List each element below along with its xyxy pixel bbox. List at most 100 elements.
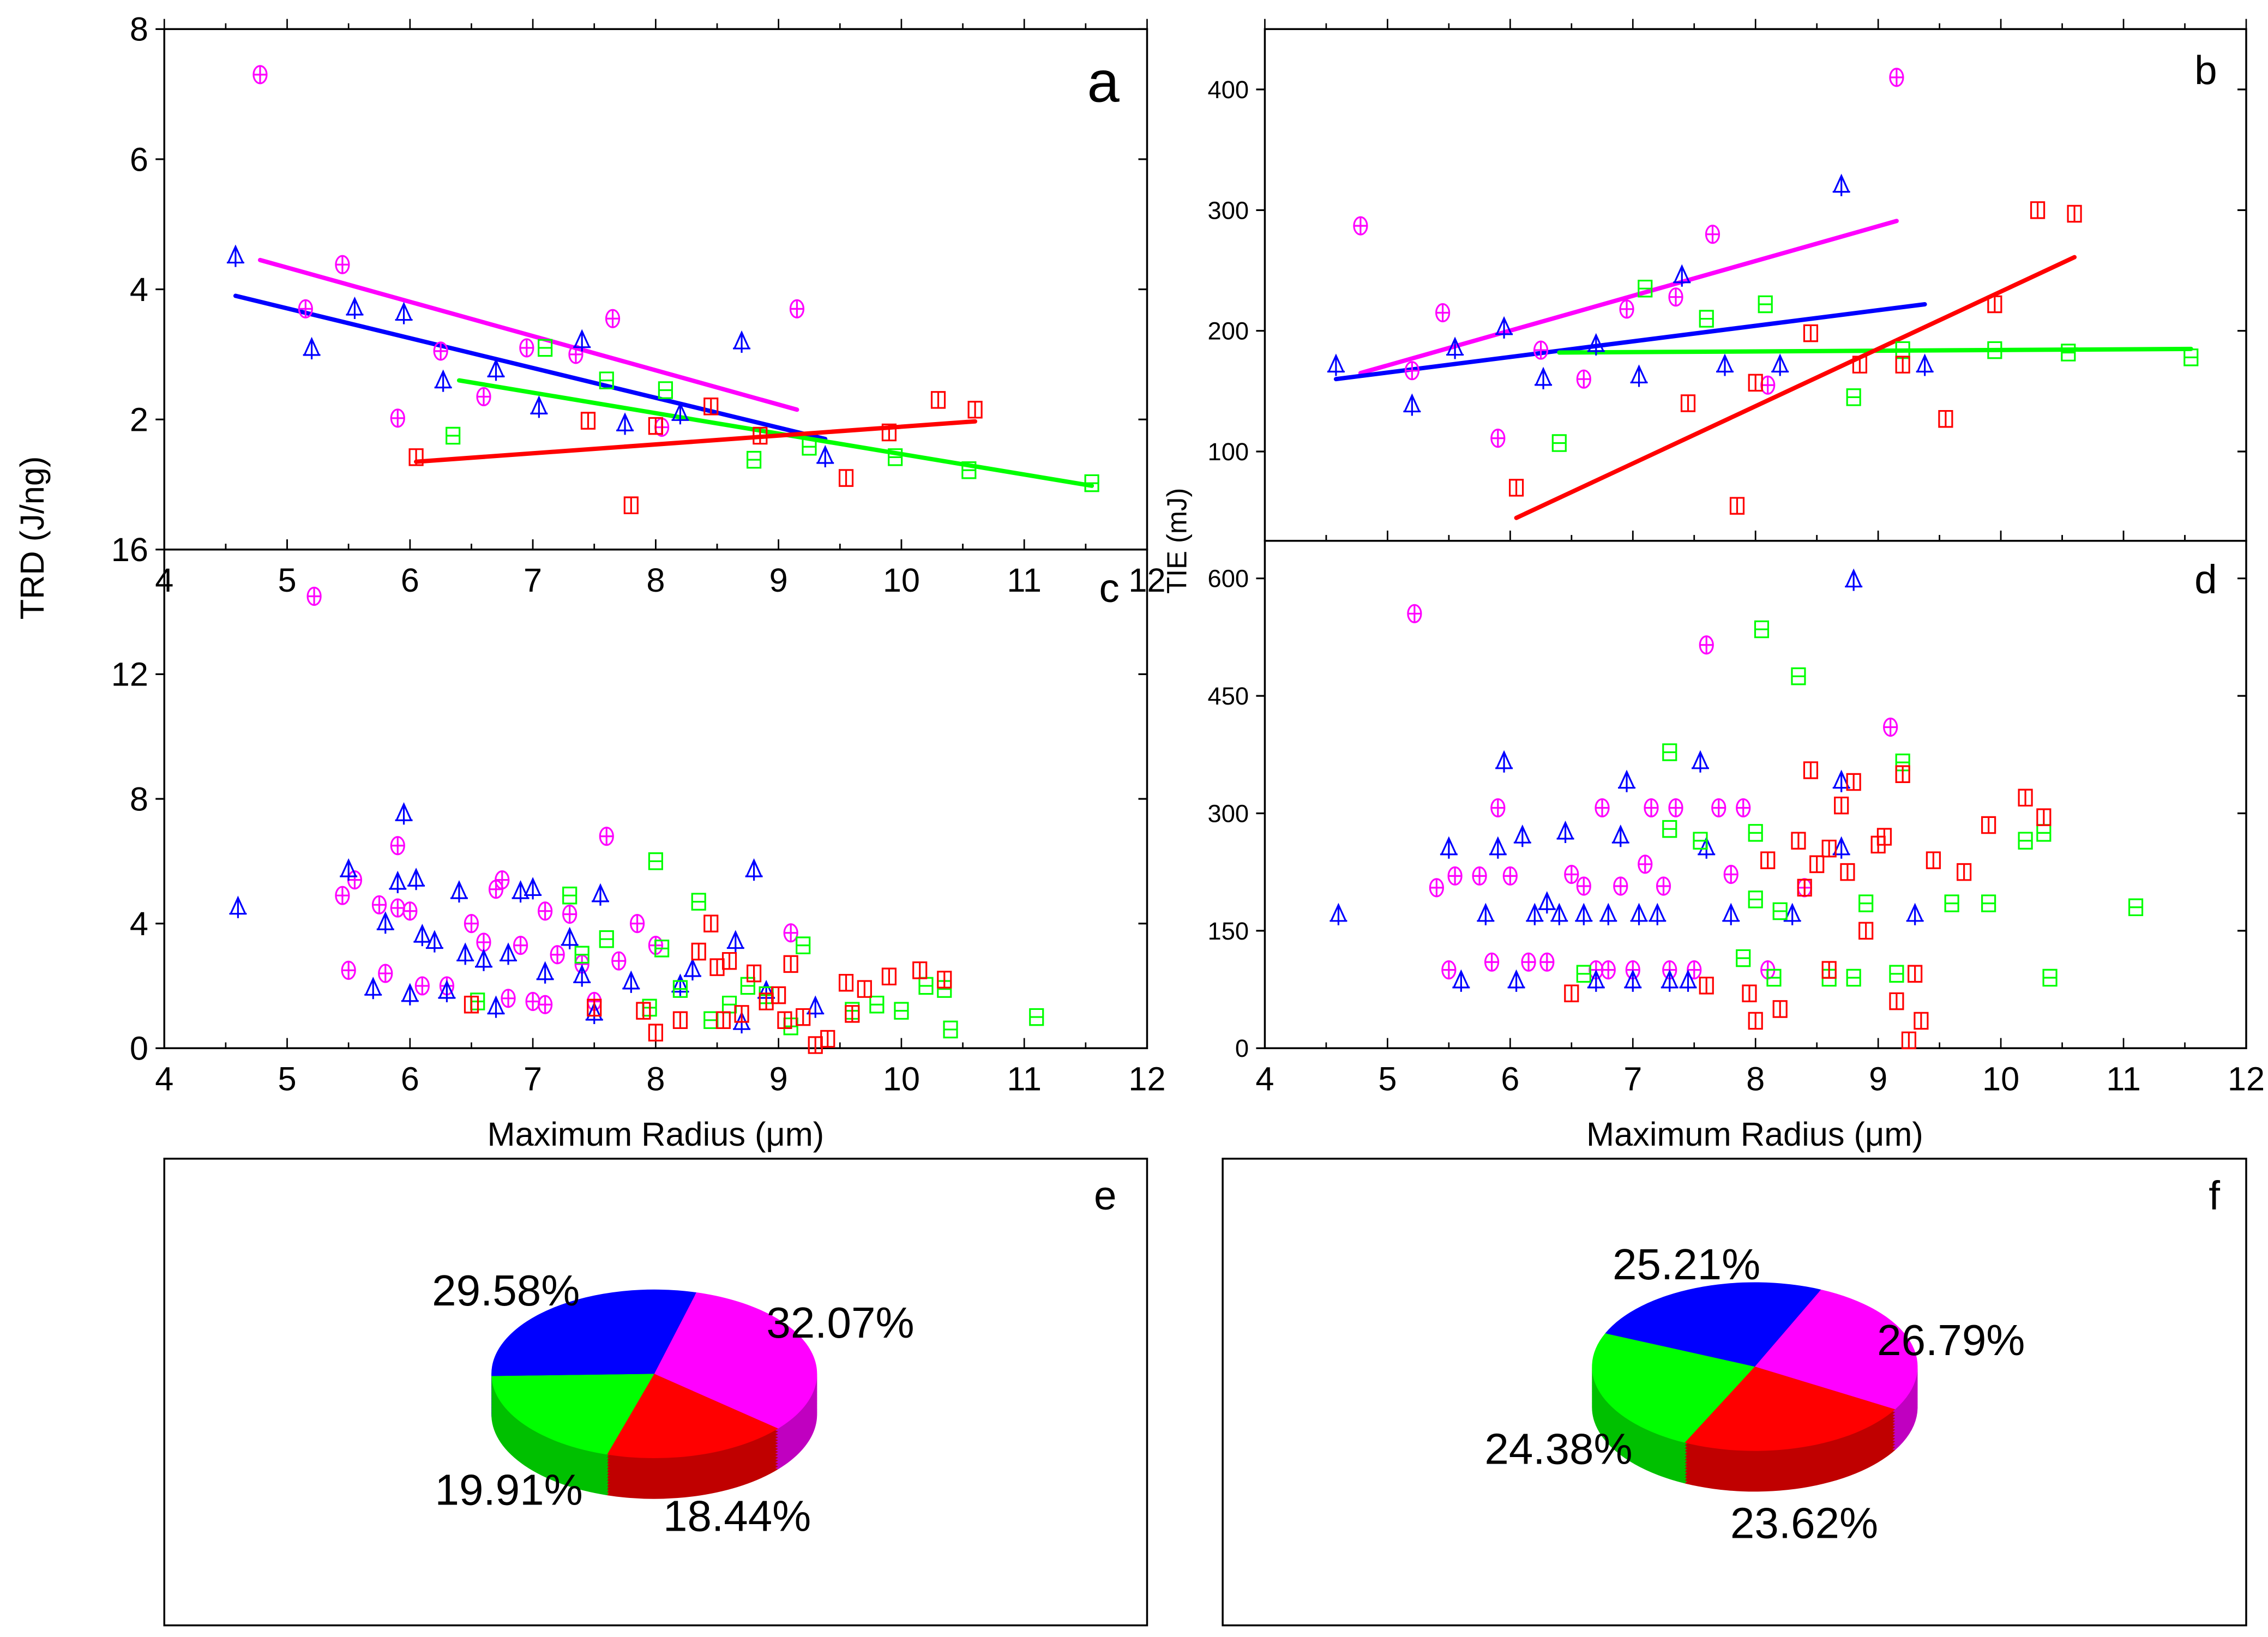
marker-square-vline — [648, 417, 663, 435]
marker-square-vline — [838, 973, 854, 992]
marker-square-hline — [740, 977, 755, 995]
marker-square-vline — [1508, 479, 1524, 497]
marker-square-vline — [1791, 832, 1806, 850]
pie-label-green: 24.38% — [1484, 1425, 1632, 1473]
marker-square-hline — [1791, 667, 1806, 685]
x-tick-label: 7 — [524, 561, 542, 599]
marker-square-vline — [1895, 765, 1910, 783]
x-tick-label: 8 — [1746, 1060, 1765, 1098]
marker-square-hline — [658, 381, 673, 399]
panel-f: f 26.79% 23.62% 24.38% 25.21% — [1222, 1158, 2247, 1627]
marker-circle-plus — [1595, 798, 1610, 818]
panel-label: f — [2209, 1172, 2220, 1218]
marker-square-vline — [2067, 204, 2082, 223]
marker-square-vline — [838, 469, 854, 487]
pie-label-red: 18.44% — [663, 1491, 811, 1540]
marker-triangle-plus — [1771, 353, 1789, 376]
marker-square-vline — [1748, 374, 1763, 392]
marker-square-vline — [2036, 808, 2052, 826]
marker-square-vline — [808, 1036, 823, 1054]
marker-square-hline — [1736, 949, 1751, 967]
marker-square-hline — [1748, 890, 1763, 908]
marker-circle-plus — [1723, 864, 1738, 884]
marker-triangle-plus — [1513, 824, 1531, 847]
marker-triangle-plus — [229, 895, 247, 918]
panel-label: d — [2194, 556, 2217, 602]
marker-circle-plus — [1490, 429, 1506, 448]
marker-triangle-plus — [1575, 902, 1593, 925]
marker-square-vline — [1981, 816, 1996, 834]
x-tick-label: 11 — [2106, 1060, 2141, 1098]
marker-triangle-plus — [1329, 902, 1347, 925]
marker-circle-plus — [1705, 225, 1720, 244]
marker-square-vline — [1834, 796, 1849, 815]
marker-triangle-plus — [1587, 969, 1605, 992]
x-tick-label: 4 — [155, 1060, 173, 1098]
marker-triangle-plus — [389, 870, 407, 893]
marker-square-vline — [845, 1005, 860, 1023]
marker-triangle-plus — [561, 926, 579, 949]
marker-square-vline — [912, 961, 928, 979]
marker-triangle-plus — [683, 958, 701, 981]
marker-square-vline — [1699, 977, 1714, 995]
marker-square-hline — [1638, 279, 1653, 298]
marker-triangle-plus — [1649, 902, 1667, 925]
marker-triangle-plus — [1403, 393, 1421, 416]
marker-square-vline — [753, 426, 768, 445]
x-tick-label: 11 — [1007, 561, 1042, 599]
marker-square-vline — [703, 398, 719, 416]
marker-square-hline — [1858, 894, 1874, 912]
marker-square-vline — [580, 412, 596, 430]
marker-triangle-plus — [1440, 836, 1458, 859]
marker-triangle-plus — [1477, 902, 1495, 925]
marker-square-hline — [869, 995, 885, 1014]
marker-square-vline — [1729, 497, 1745, 515]
marker-triangle-plus — [671, 402, 689, 425]
marker-triangle-plus — [303, 336, 321, 359]
marker-square-vline — [691, 942, 706, 961]
marker-square-vline — [759, 992, 774, 1010]
panel-label: a — [1087, 49, 1120, 115]
marker-circle-plus — [1447, 866, 1463, 886]
pie-slice-red — [607, 1374, 778, 1459]
marker-square-hline — [796, 936, 811, 954]
marker-circle-plus — [1883, 717, 1898, 737]
marker-square-hline — [446, 426, 461, 445]
marker-triangle-plus — [1661, 969, 1679, 992]
marker-triangle-plus — [1916, 353, 1934, 376]
marker-circle-plus — [1539, 952, 1555, 972]
marker-square-hline — [2183, 348, 2199, 366]
marker-circle-plus — [335, 886, 350, 905]
marker-square-vline — [967, 401, 983, 419]
marker-circle-plus — [1889, 68, 1904, 87]
marker-circle-plus — [1521, 952, 1536, 972]
marker-circle-plus — [341, 960, 356, 980]
y-tick-label: 300 — [1208, 196, 1249, 224]
marker-square-vline — [1680, 394, 1696, 412]
marker-square-hline — [1662, 743, 1677, 761]
points-blue — [229, 802, 825, 1034]
marker-square-hline — [1889, 965, 1904, 983]
marker-triangle-plus — [487, 995, 505, 1018]
y-tick-label: 0 — [130, 1030, 148, 1067]
marker-triangle-plus — [1722, 902, 1740, 925]
marker-circle-plus — [1736, 798, 1751, 818]
pie-label-blue: 25.21% — [1613, 1240, 1760, 1289]
marker-circle-plus — [1404, 361, 1419, 381]
marker-square-vline — [734, 1005, 749, 1023]
points-red — [464, 914, 952, 1054]
pie-label-magenta: 32.07% — [766, 1298, 914, 1347]
marker-circle-plus — [1699, 635, 1714, 655]
marker-circle-plus — [464, 914, 479, 934]
marker-square-hline — [2042, 968, 2058, 987]
marker-circle-plus — [1472, 866, 1487, 886]
marker-circle-plus — [568, 345, 583, 364]
marker-square-vline — [1840, 863, 1855, 881]
marker-square-vline — [1772, 1000, 1788, 1018]
marker-triangle-plus — [733, 330, 751, 353]
marker-triangle-plus — [622, 970, 640, 993]
marker-circle-plus — [629, 914, 645, 934]
marker-square-hline — [937, 980, 952, 998]
pie-slice-red — [1685, 1367, 1896, 1451]
marker-circle-plus — [1576, 876, 1591, 896]
